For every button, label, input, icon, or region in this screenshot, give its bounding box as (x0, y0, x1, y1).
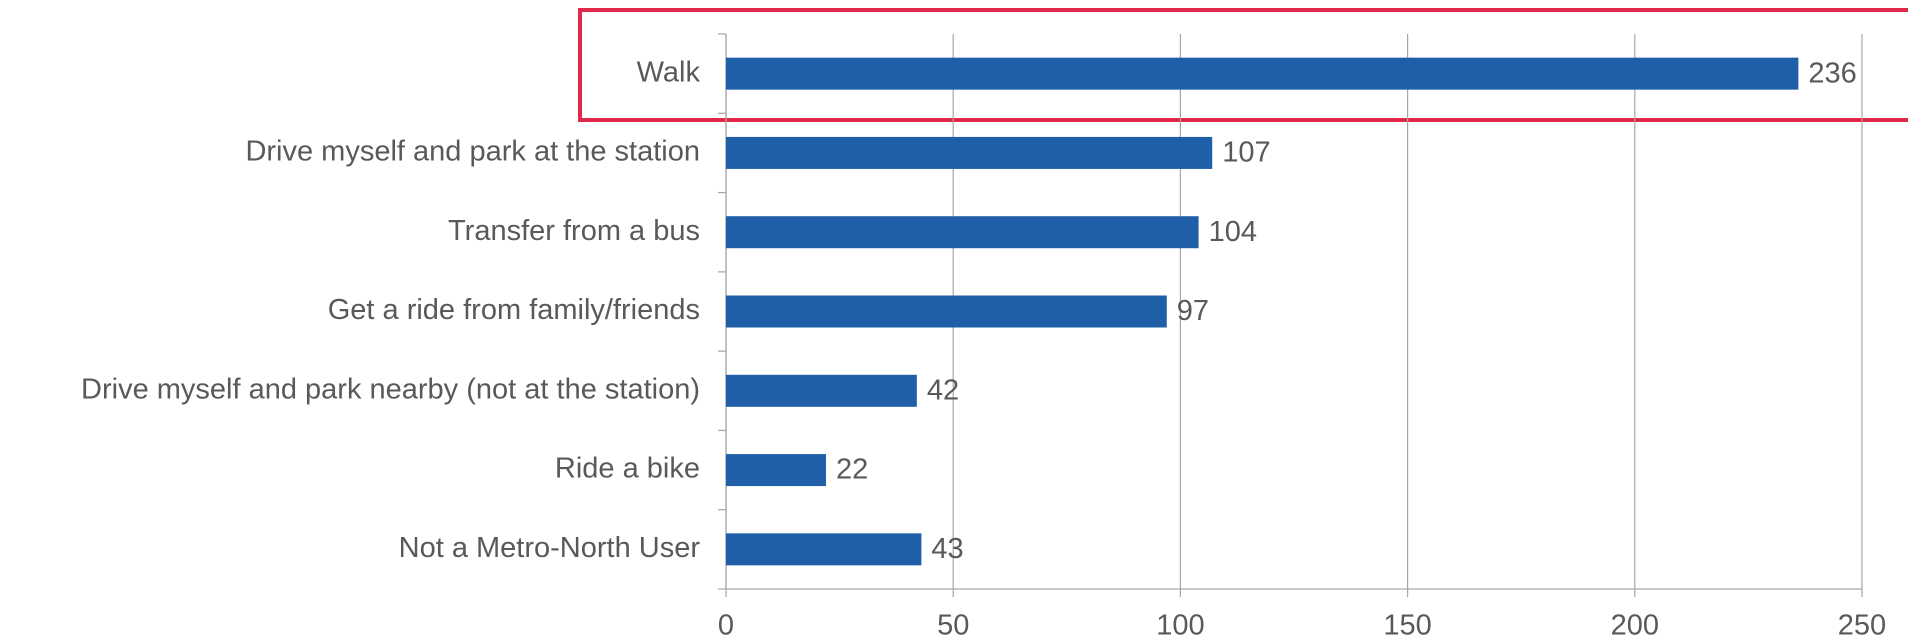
data-label: 107 (1222, 137, 1270, 169)
y-tick-label: Drive myself and park nearby (not at the… (81, 373, 700, 405)
bar (726, 57, 1799, 90)
data-label: 104 (1209, 216, 1257, 248)
y-tick-label: Get a ride from family/friends (328, 294, 700, 326)
y-tick-label: Transfer from a bus (448, 215, 700, 247)
x-tick-label: 50 (937, 610, 969, 642)
data-label: 236 (1808, 57, 1856, 89)
x-tick-label: 0 (718, 610, 734, 642)
data-label: 22 (836, 454, 868, 486)
x-tick-label: 200 (1611, 610, 1659, 642)
bar (726, 136, 1213, 169)
y-tick-label: Ride a bike (555, 453, 700, 485)
data-label: 43 (931, 533, 963, 565)
bar (726, 295, 1167, 328)
x-tick-label: 250 (1838, 610, 1886, 642)
data-label: 42 (927, 374, 959, 406)
x-tick-label: 100 (1156, 610, 1204, 642)
y-tick-label: Not a Metro-North User (399, 532, 701, 564)
y-tick-label: Drive myself and park at the station (245, 136, 700, 168)
data-label: 97 (1177, 295, 1209, 327)
bar (726, 374, 917, 407)
bar (726, 216, 1199, 249)
bar (726, 533, 922, 566)
x-tick-label: 150 (1383, 610, 1431, 642)
bar (726, 454, 826, 487)
y-tick-label: Walk (637, 56, 701, 88)
highlight-box (578, 8, 1908, 122)
